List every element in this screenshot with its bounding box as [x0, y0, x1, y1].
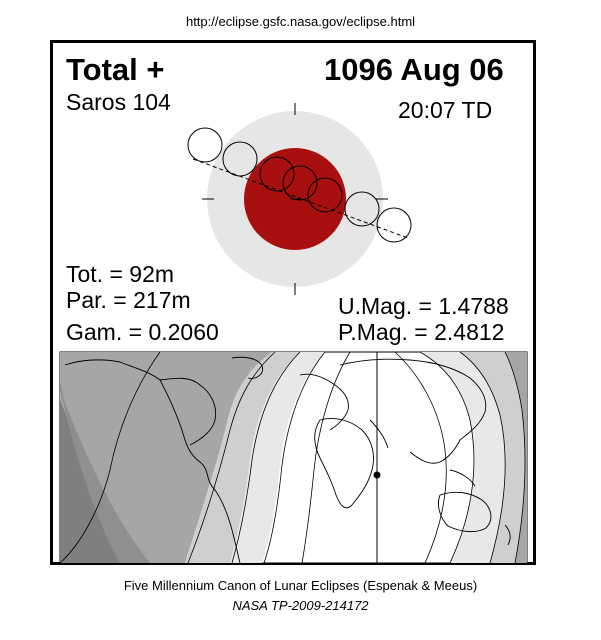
penumbral-magnitude: P.Mag. = 2.4812 [338, 319, 505, 345]
moon-position-p4 [376, 207, 412, 243]
umbral-magnitude: U.Mag. = 1.4788 [338, 293, 509, 319]
publication-number: NASA TP-2009-214172 [232, 598, 369, 613]
totality-duration: Tot. = 92m [66, 261, 175, 287]
eclipse-type-label: Total + [66, 52, 165, 87]
gamma-value: Gam. = 0.2060 [66, 319, 219, 345]
visibility-map [59, 351, 528, 564]
source-url[interactable]: http://eclipse.gsfc.nasa.gov/eclipse.htm… [185, 14, 416, 29]
moon-position-u1 [259, 156, 295, 192]
canon-citation: Five Millennium Canon of Lunar Eclipses … [123, 578, 478, 593]
eclipse-time: 20:07 TD [398, 97, 493, 123]
moon-position-p1 [187, 127, 223, 163]
moon-position-p2 [222, 141, 258, 177]
moon-position-p3 [344, 191, 380, 227]
saros-label: Saros 104 [66, 89, 171, 115]
moon-position-u4 [307, 177, 343, 213]
partial-duration: Par. = 217m [66, 287, 191, 313]
moon-position-max [282, 165, 318, 201]
eclipse-date: 1096 Aug 06 [324, 52, 504, 87]
